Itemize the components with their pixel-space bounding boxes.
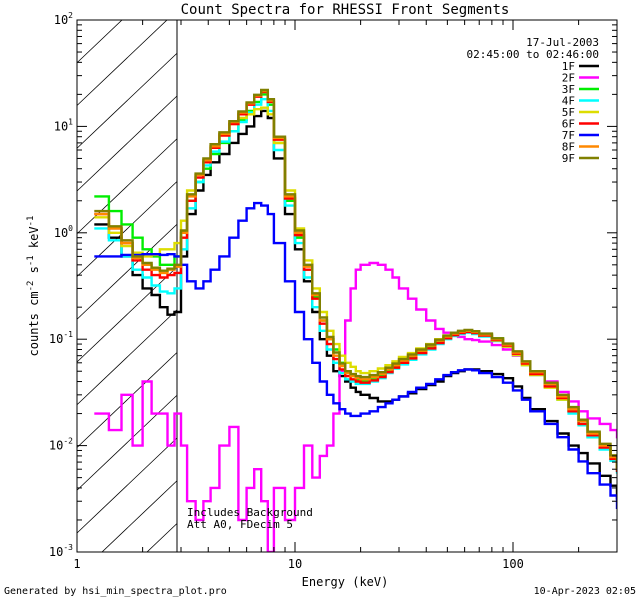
annotation-background: Includes Background — [187, 506, 313, 519]
y-tick-label: 100 — [54, 224, 73, 240]
hatch-line — [77, 52, 177, 149]
footer-generated-by: Generated by hsi_min_spectra_plot.pro — [4, 586, 227, 597]
x-axis-label: Energy (keV) — [302, 575, 389, 589]
chart-title: Count Spectra for RHESSI Front Segments — [181, 2, 510, 18]
legend-label-5F: 5F — [562, 106, 575, 119]
axis-ticks: 1 10 100 10-3 10-2 10-1 100 101 102 — [49, 11, 618, 571]
hatch-line — [77, 394, 177, 491]
series-line-7F — [94, 201, 617, 509]
y-axis-label: counts cm-2 s-1 keV-1 — [26, 216, 41, 357]
x-tick-label: 100 — [502, 557, 524, 571]
hatch-line — [77, 95, 177, 192]
header-date: 17-Jul-2003 — [526, 36, 599, 49]
y-tick-label: 10-3 — [49, 543, 73, 559]
y-tick-label: 10-1 — [49, 330, 73, 346]
x-tick-label: 1 — [73, 557, 80, 571]
legend-label-8F: 8F — [562, 141, 575, 154]
footer-timestamp: 10-Apr-2023 02:05 — [534, 586, 636, 597]
series-line-2F — [94, 261, 617, 552]
x-tick-label: 10 — [288, 557, 302, 571]
series-layer — [94, 88, 617, 552]
legend-label-3F: 3F — [562, 83, 575, 96]
legend-label-1F: 1F — [562, 60, 575, 73]
legend-label-7F: 7F — [562, 129, 575, 142]
legend-label-4F: 4F — [562, 95, 575, 108]
header-time-range: 02:45:00 to 02:46:00 — [467, 48, 599, 61]
series-line-9F — [94, 88, 617, 469]
plot-frame — [76, 19, 618, 553]
hatch-line — [77, 437, 177, 534]
legend-label-6F: 6F — [562, 118, 575, 131]
legend-label-9F: 9F — [562, 152, 575, 165]
hatch-line — [101, 480, 177, 552]
hatch-line — [77, 20, 123, 64]
y-tick-label: 101 — [54, 117, 73, 133]
y-tick-label: 102 — [54, 11, 73, 27]
hatch-line — [77, 223, 177, 320]
series-line-1F — [94, 109, 617, 500]
legend-label-2F: 2F — [562, 72, 575, 85]
y-tick-label: 10-2 — [49, 437, 73, 453]
hatch-line — [77, 20, 78, 21]
annotation-attenuator: Att A0, FDecim 5 — [187, 518, 293, 531]
hatch-line — [77, 309, 177, 406]
